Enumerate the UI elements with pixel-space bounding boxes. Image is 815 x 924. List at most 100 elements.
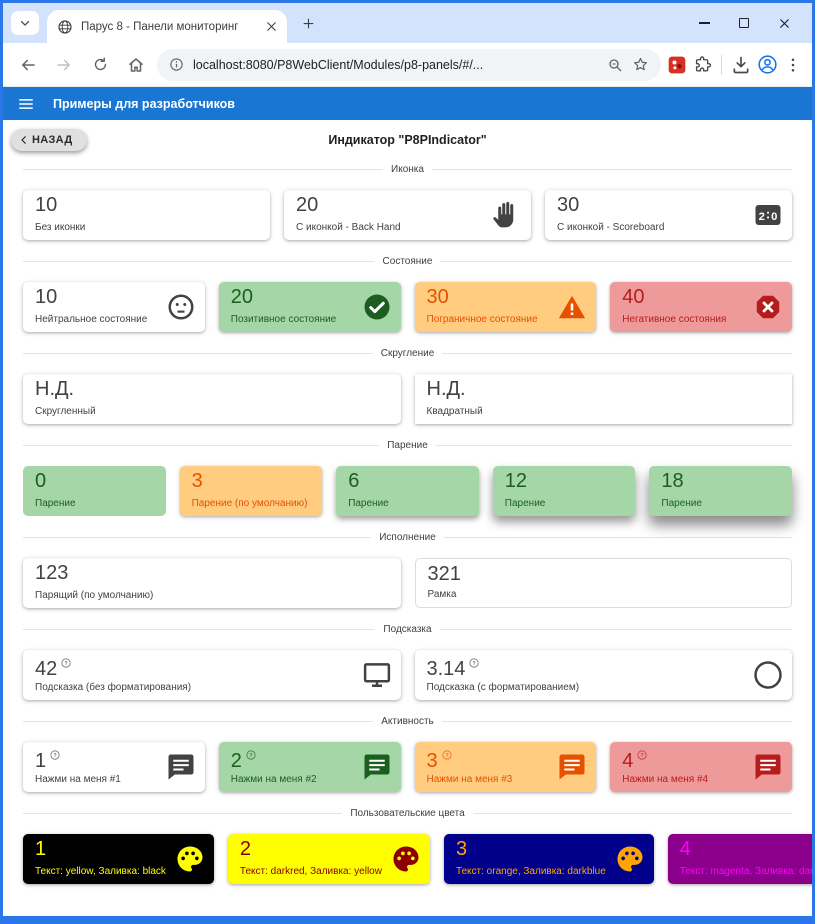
card-value: 18 [661,470,684,492]
card-caption: Нажми на меня #2 [230,774,317,785]
indicator-card: 12 Парение [492,466,636,516]
section-title: Исполнение [379,532,436,543]
back-button-label: НАЗАД [32,134,73,146]
card-value-row: 3 [192,471,311,492]
card-value: 321 [427,563,461,585]
section-grid: 10 Без иконки 20 С иконкой - Back Hand 3… [23,190,792,240]
section-grid: 123 Парящий (по умолчанию) 321 Рамка [23,558,792,608]
chat-icon [362,752,392,782]
card-caption: Парение [35,498,76,509]
chat-icon [753,752,783,782]
app-title: Примеры для разработчиков [53,96,235,111]
card-value-row: 10 [35,287,193,308]
card-value: 40 [622,286,645,308]
section-grid: 0 Парение 3 Парение (по умолчанию) 6 Пар… [23,466,792,516]
indicator-card: 321 Рамка [414,558,792,608]
section-title: Парение [387,440,428,451]
new-tab-button[interactable] [295,10,321,36]
help-icon [637,747,647,757]
section-divider: Активность [23,716,792,727]
help-icon [442,747,452,757]
card-value: 3 [426,750,438,772]
palette-icon [391,844,421,874]
card-value: 20 [230,286,253,308]
tab-close-icon[interactable] [264,19,279,34]
section: Иконка 10 Без иконки 20 С иконкой - Back… [23,164,792,240]
close-window-button[interactable] [764,3,804,43]
download-icon[interactable] [731,55,751,75]
indicator-card: 4 Текст: magenta, Заливка: darkmage... [667,834,812,884]
extensions-puzzle-icon[interactable] [693,55,712,74]
card-value-row: Н.Д. [35,379,389,400]
card-caption: Нажми на меня #3 [426,774,513,785]
tab-search-button[interactable] [11,11,39,35]
back-arrow-icon [19,56,37,74]
card-caption: Парение (по умолчанию) [191,498,308,509]
section-divider: Исполнение [23,532,792,543]
section-divider: Подсказка [23,624,792,635]
forward-nav-button[interactable] [49,50,79,80]
card-caption: Нажми на меня #1 [35,774,121,785]
section-title: Скругление [380,348,435,359]
profile-icon[interactable] [757,54,778,75]
card-value: 10 [35,194,58,216]
window-controls [684,3,804,43]
bookmark-star-icon[interactable] [632,56,649,73]
card-value: 3.14 [426,658,466,680]
card-value: 0 [35,470,47,492]
card-value-row: 0 [35,471,154,492]
card-value: 3 [191,470,203,492]
back-nav-button[interactable] [13,50,43,80]
help-icon [61,655,71,665]
card-caption: Нейтральное состояние [35,314,148,325]
card-value: 30 [426,286,449,308]
indicator-card[interactable]: 2 Нажми на меня #2 [218,742,401,792]
indicator-card: 123 Парящий (по умолчанию) [23,558,401,608]
back-hand-icon [492,200,522,230]
card-value-row: 123 [35,563,389,584]
card-value-row: 3 [427,747,585,772]
section-title: Состояние [382,256,433,267]
browser-toolbar: localhost:8080/P8WebClient/Modules/p8-pa… [3,43,812,87]
section-grid: 42 Подсказка (без форматирования) 3.14 П… [23,650,792,700]
home-icon [127,56,145,74]
zoom-magnifier-icon[interactable] [607,57,623,73]
card-caption: Подсказка (без форматирования) [35,682,192,693]
hamburger-menu-icon[interactable] [17,95,35,113]
site-info-icon[interactable] [169,57,184,72]
indicator-card[interactable]: 4 Нажми на меня #4 [610,742,792,792]
adblock-extension-icon[interactable] [667,55,687,75]
indicator-card: 10 Нейтральное состояние [23,282,205,332]
menu-dots-icon[interactable] [784,56,802,74]
maximize-icon [739,18,749,28]
indicator-card: 3.14 Подсказка (с форматированием) [414,650,792,700]
card-caption: Парение [504,498,546,509]
indicator-card[interactable]: 1 Нажми на меня #1 [23,742,205,792]
reload-icon [92,56,109,73]
card-caption: Скругленный [35,406,96,417]
back-button[interactable]: НАЗАД [11,129,88,151]
card-value-row: 6 [348,471,467,492]
scoreboard-icon [753,200,783,230]
card-value-row: 4 [680,839,812,860]
card-value-row: 42 [35,655,389,680]
card-value: 2 [230,750,242,772]
minimize-button[interactable] [684,3,724,43]
maximize-button[interactable] [724,3,764,43]
browser-tab[interactable]: Парус 8 - Панели мониторинг [47,10,287,43]
card-value-row: 321 [428,564,780,585]
section-divider: Скругление [23,348,792,359]
palette-icon [175,844,205,874]
url-text: localhost:8080/P8WebClient/Modules/p8-pa… [193,57,484,72]
circle-outline-icon [753,660,783,690]
card-value-row: 1 [35,747,193,772]
card-value-row: 40 [622,287,780,308]
reload-button[interactable] [85,50,115,80]
address-bar[interactable]: localhost:8080/P8WebClient/Modules/p8-pa… [157,48,661,81]
home-button[interactable] [121,50,151,80]
card-caption: Негативное состояния [622,314,727,325]
card-value: 4 [679,838,691,860]
card-value-row: 20 [231,287,389,308]
indicator-card[interactable]: 3 Нажми на меня #3 [414,742,597,792]
card-value: 30 [557,194,580,216]
